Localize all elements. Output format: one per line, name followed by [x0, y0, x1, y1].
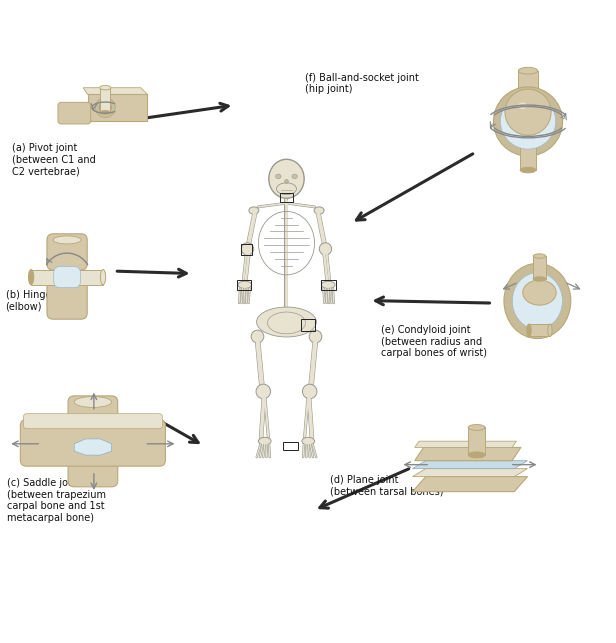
Ellipse shape — [74, 397, 111, 408]
Circle shape — [505, 89, 551, 135]
Ellipse shape — [95, 98, 115, 118]
FancyBboxPatch shape — [23, 413, 163, 429]
Ellipse shape — [292, 174, 298, 179]
Polygon shape — [74, 439, 111, 455]
Text: (a) Pivot joint
(between C1 and
C2 vertebrae): (a) Pivot joint (between C1 and C2 verte… — [12, 143, 95, 176]
Polygon shape — [415, 441, 516, 448]
Text: (c) Saddle joint
(between trapezium
carpal bone and 1st
metacarpal bone): (c) Saddle joint (between trapezium carp… — [7, 478, 106, 523]
Ellipse shape — [100, 111, 110, 114]
Ellipse shape — [314, 207, 324, 214]
Polygon shape — [65, 95, 147, 121]
Ellipse shape — [322, 281, 335, 289]
Ellipse shape — [257, 307, 317, 337]
FancyBboxPatch shape — [47, 234, 87, 270]
Bar — [322, 280, 336, 290]
Text: (b) Hinge joint
(elbow): (b) Hinge joint (elbow) — [6, 289, 76, 311]
Polygon shape — [413, 469, 527, 476]
Text: (f) Ball-and-socket joint
(hip joint): (f) Ball-and-socket joint (hip joint) — [305, 73, 419, 94]
Ellipse shape — [319, 243, 331, 255]
Bar — [533, 256, 546, 279]
Ellipse shape — [241, 243, 254, 255]
Bar — [31, 269, 103, 285]
Ellipse shape — [302, 385, 317, 399]
Bar — [520, 145, 536, 170]
FancyBboxPatch shape — [54, 267, 81, 287]
Ellipse shape — [285, 179, 288, 183]
Text: (e) Condyloid joint
(between radius and
carpal bones of wrist): (e) Condyloid joint (between radius and … — [381, 325, 487, 358]
Ellipse shape — [53, 236, 81, 244]
Bar — [518, 71, 538, 103]
Ellipse shape — [548, 324, 552, 336]
Ellipse shape — [99, 102, 111, 114]
Ellipse shape — [53, 275, 81, 284]
Ellipse shape — [277, 183, 296, 195]
Polygon shape — [413, 460, 527, 469]
Bar — [283, 442, 298, 450]
Bar — [100, 88, 110, 113]
Bar — [468, 428, 485, 455]
Ellipse shape — [493, 87, 562, 156]
Polygon shape — [83, 87, 147, 95]
Ellipse shape — [100, 86, 110, 89]
Bar — [529, 324, 550, 336]
Ellipse shape — [533, 254, 546, 258]
Ellipse shape — [249, 207, 259, 214]
Polygon shape — [413, 476, 527, 492]
Ellipse shape — [518, 102, 527, 109]
Ellipse shape — [251, 330, 264, 343]
Bar — [241, 244, 252, 255]
Ellipse shape — [275, 174, 281, 179]
FancyBboxPatch shape — [58, 102, 91, 124]
Ellipse shape — [100, 269, 106, 285]
Ellipse shape — [500, 94, 556, 149]
Bar — [280, 193, 293, 202]
Ellipse shape — [258, 437, 271, 445]
Polygon shape — [415, 448, 521, 460]
Ellipse shape — [513, 273, 562, 329]
FancyBboxPatch shape — [68, 438, 118, 487]
Ellipse shape — [269, 159, 304, 198]
Ellipse shape — [468, 424, 485, 430]
Bar — [237, 280, 251, 290]
Ellipse shape — [523, 280, 556, 305]
Ellipse shape — [302, 437, 315, 445]
Bar — [301, 319, 315, 331]
Ellipse shape — [533, 277, 546, 281]
Ellipse shape — [256, 385, 270, 399]
Ellipse shape — [527, 324, 531, 336]
Ellipse shape — [520, 142, 536, 147]
FancyBboxPatch shape — [68, 396, 118, 445]
Ellipse shape — [28, 269, 34, 285]
FancyBboxPatch shape — [47, 273, 87, 319]
FancyBboxPatch shape — [20, 419, 166, 466]
Ellipse shape — [518, 68, 538, 74]
Ellipse shape — [309, 330, 322, 343]
Ellipse shape — [518, 100, 538, 106]
Ellipse shape — [100, 86, 111, 90]
Ellipse shape — [468, 452, 485, 458]
Text: (d) Plane joint
(between tarsal bones): (d) Plane joint (between tarsal bones) — [330, 475, 443, 497]
Ellipse shape — [238, 281, 251, 289]
Ellipse shape — [504, 264, 571, 339]
Ellipse shape — [520, 167, 536, 173]
